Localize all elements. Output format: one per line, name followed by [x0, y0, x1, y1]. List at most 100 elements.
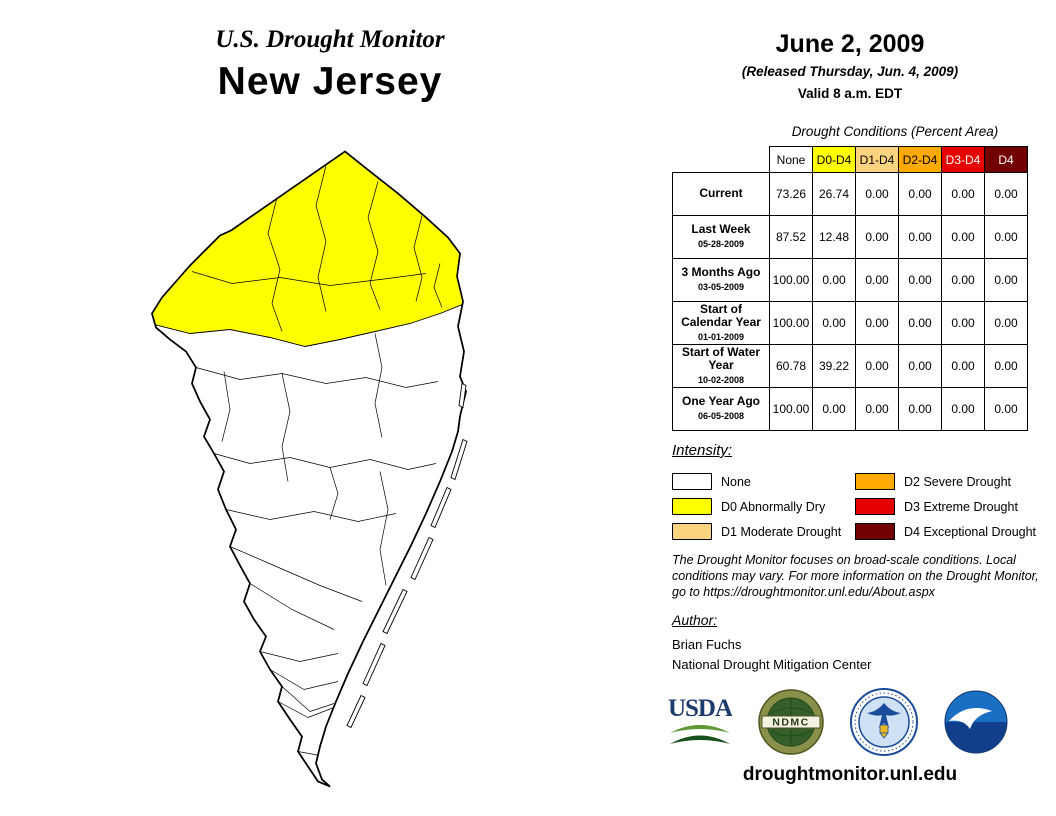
- table-cell: 0.00: [941, 215, 985, 259]
- legend-grid: None D0 Abnormally Dry D1 Moderate Droug…: [672, 469, 1044, 544]
- table-corner: [673, 147, 770, 173]
- county-borders: [191, 165, 443, 756]
- row-date: 10-02-2008: [697, 374, 745, 385]
- d3-swatch: [855, 498, 895, 515]
- table-cell: 100.00: [769, 387, 813, 431]
- table-cell: 0.00: [941, 258, 985, 302]
- table-cell: 0.00: [855, 172, 899, 216]
- table-cell: 26.74: [812, 172, 856, 216]
- table-cell: 60.78: [769, 344, 813, 388]
- table-row-one-year-ago: One Year Ago 06-05-2008 100.00 0.00 0.00 …: [672, 387, 1028, 431]
- barrier-islands: [346, 382, 468, 729]
- table-cell: 0.00: [941, 344, 985, 388]
- d1-swatch: [672, 523, 712, 540]
- author-block: Author: Brian Fuchs National Drought Mit…: [672, 612, 1028, 672]
- table-cell: 39.22: [812, 344, 856, 388]
- author-name: Brian Fuchs: [672, 637, 742, 652]
- row-label: Current: [699, 185, 743, 200]
- row-label: One Year Ago: [681, 394, 761, 408]
- usda-logo: USDA: [668, 693, 734, 756]
- map-date: June 2, 2009: [775, 30, 925, 58]
- none-swatch: [672, 473, 712, 490]
- footer-url: droughtmonitor.unl.edu: [742, 764, 958, 785]
- valid-time: Valid 8 a.m. EDT: [797, 86, 903, 101]
- author-title: Author:: [672, 612, 718, 628]
- table-cell: 0.00: [855, 215, 899, 259]
- table-row-current: Current 73.26 26.74 0.00 0.00 0.00 0.00: [672, 172, 1028, 216]
- col-header-d3d4: D3-D4: [941, 146, 985, 173]
- table-cell: 0.00: [984, 172, 1028, 216]
- map-svg: [151, 150, 468, 788]
- table-cell: 0.00: [984, 387, 1028, 431]
- row-label: Start of Calendar Year: [681, 301, 761, 329]
- table-cell: 0.00: [855, 387, 899, 431]
- table-cell: 0.00: [941, 172, 985, 216]
- legend-item-d3: D3 Extreme Drought: [855, 494, 1044, 519]
- table-header-row: None D0-D4 D1-D4 D2-D4 D3-D4 D4: [673, 146, 1028, 173]
- table-row-last-week: Last Week 05-28-2009 87.52 12.48 0.00 0.0…: [672, 215, 1028, 259]
- legend: Intensity: None D0 Abnormally Dry D1 Mod…: [672, 442, 1044, 544]
- state-title: New Jersey: [217, 60, 443, 103]
- table-cell: 100.00: [769, 301, 813, 345]
- row-date: 01-01-2009: [697, 331, 745, 342]
- d4-swatch: [855, 523, 895, 540]
- disclaimer-text: The Drought Monitor focuses on broad-sca…: [672, 553, 1039, 599]
- date-block: June 2, 2009 (Released Thursday, Jun. 4,…: [672, 30, 1028, 101]
- table-row-3-months-ago: 3 Months Ago 03-05-2009 100.00 0.00 0.00 …: [672, 258, 1028, 302]
- table-cell: 0.00: [898, 215, 942, 259]
- ndmc-logo: NDMC: [758, 689, 824, 760]
- col-header-d2d4: D2-D4: [898, 146, 942, 173]
- table-cell: 100.00: [769, 258, 813, 302]
- table-cell: 0.00: [812, 301, 856, 345]
- drought-conditions-table: None D0-D4 D1-D4 D2-D4 D3-D4 D4 Current …: [672, 146, 1028, 431]
- commerce-seal-logo: [850, 688, 918, 761]
- d0-swatch: [672, 498, 712, 515]
- table-cell: 0.00: [984, 258, 1028, 302]
- author-org: National Drought Mitigation Center: [672, 657, 872, 672]
- monitor-title: U.S. Drought Monitor: [215, 26, 445, 53]
- table-cell: 0.00: [812, 387, 856, 431]
- table-cell: 0.00: [941, 301, 985, 345]
- table-cell: 0.00: [984, 301, 1028, 345]
- table-caption: Drought Conditions (Percent Area): [791, 124, 999, 139]
- ndmc-logo-text: NDMC: [772, 717, 810, 729]
- col-header-none: None: [769, 146, 813, 173]
- col-header-d1d4: D1-D4: [855, 146, 899, 173]
- row-label: 3 Months Ago: [681, 265, 761, 279]
- legend-item-d0: D0 Abnormally Dry: [672, 494, 855, 519]
- legend-item-d1: D1 Moderate Drought: [672, 519, 855, 544]
- row-date: 03-05-2009: [697, 282, 745, 292]
- table-row-start-water-year: Start of Water Year 10-02-2008 60.78 39.2…: [672, 344, 1028, 388]
- table-cell: 0.00: [898, 387, 942, 431]
- table-cell: 0.00: [941, 387, 985, 431]
- row-label: Last Week: [691, 222, 751, 236]
- col-header-d0d4: D0-D4: [812, 146, 856, 173]
- d2-swatch: [855, 473, 895, 490]
- table-cell: 0.00: [812, 258, 856, 302]
- released-date: (Released Thursday, Jun. 4, 2009): [741, 64, 959, 79]
- left-header: U.S. Drought Monitor New Jersey: [0, 26, 660, 104]
- table-cell: 0.00: [984, 215, 1028, 259]
- table-cell: 0.00: [898, 301, 942, 345]
- row-date: 05-28-2009: [697, 239, 745, 249]
- legend-item-d2: D2 Severe Drought: [855, 469, 1044, 494]
- table-row-start-calendar-year: Start of Calendar Year 01-01-2009 100.00 …: [672, 301, 1028, 345]
- logo-row: USDA NDMC: [668, 688, 1008, 761]
- d0-region: [152, 151, 466, 347]
- row-label: Start of Water Year: [681, 344, 761, 372]
- table-cell: 73.26: [769, 172, 813, 216]
- legend-title: Intensity:: [672, 442, 733, 459]
- table-cell: 12.48: [812, 215, 856, 259]
- table-cell: 0.00: [855, 344, 899, 388]
- usda-logo-text: USDA: [668, 695, 732, 722]
- table-cell: 0.00: [855, 258, 899, 302]
- legend-item-d4: D4 Exceptional Drought: [855, 519, 1044, 544]
- noaa-logo: [944, 690, 1008, 759]
- table-cell: 87.52: [769, 215, 813, 259]
- col-header-d4: D4: [984, 146, 1028, 173]
- new-jersey-map: [130, 140, 525, 808]
- table-cell: 0.00: [898, 172, 942, 216]
- table-cell: 0.00: [898, 258, 942, 302]
- legend-item-none: None: [672, 469, 855, 494]
